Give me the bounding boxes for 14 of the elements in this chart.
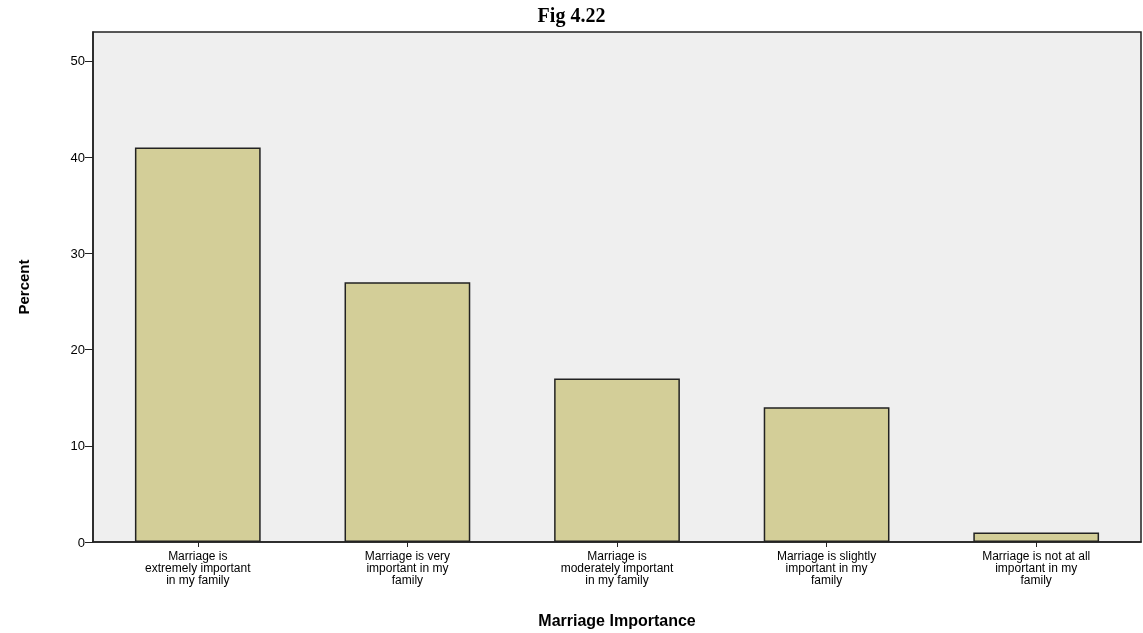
x-axis-title: Marriage Importance <box>538 611 696 629</box>
y-tick-label: 20 <box>70 342 85 358</box>
x-tick-label: Marriage is very important in my family <box>364 549 451 587</box>
x-tick-label: Marriage is moderately important in my family <box>560 549 675 587</box>
y-tick-label: 10 <box>70 438 85 454</box>
chart-title: Fig 4.22 <box>537 4 606 27</box>
y-tick-label: 0 <box>77 534 85 550</box>
x-tick-label: Marriage is slightly important in my family <box>776 549 877 587</box>
y-tick-label: 40 <box>70 149 85 165</box>
y-tick-label: 30 <box>70 245 85 261</box>
x-tick-label: Marriage is not at all important in my family <box>982 549 1091 587</box>
y-axis-title: Percent <box>15 259 32 315</box>
y-tick-label: 50 <box>70 53 85 69</box>
x-tick-label: Marriage is extremely important in my family <box>145 549 252 587</box>
